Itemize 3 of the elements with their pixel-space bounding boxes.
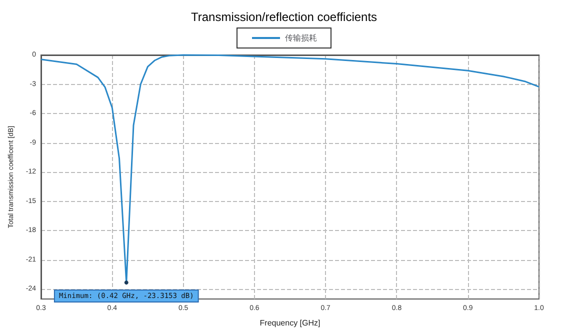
chart-title: Transmission/reflection coefficients	[190, 10, 378, 24]
x-axis-title: Frequency [GHz]	[260, 318, 320, 328]
legend-label: 传输损耗	[285, 34, 317, 42]
